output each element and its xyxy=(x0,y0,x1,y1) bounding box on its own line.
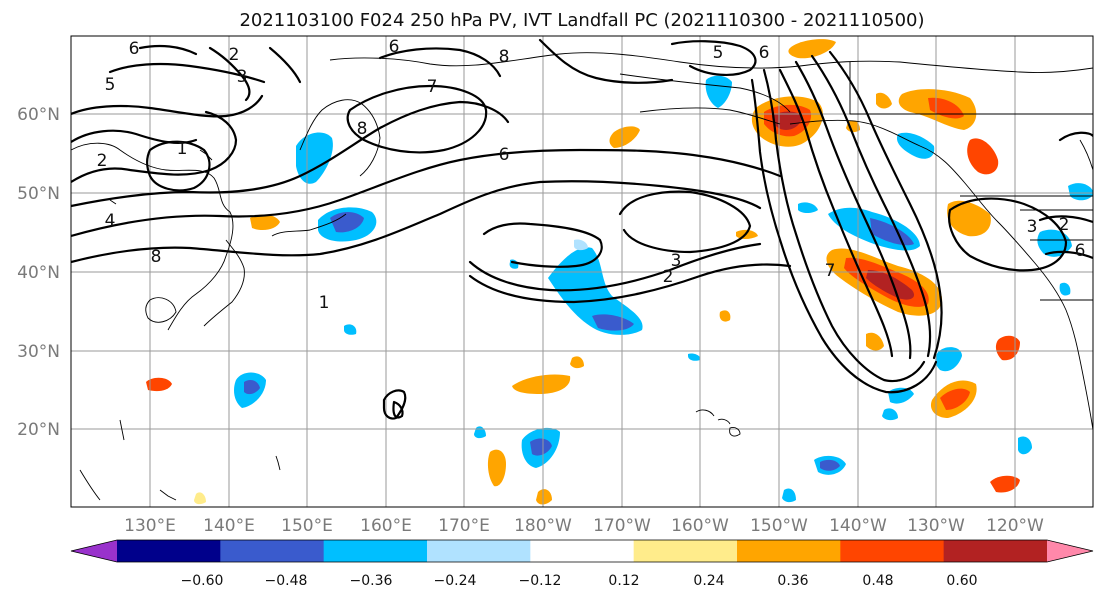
colorbar-tick-label: 0.60 xyxy=(946,573,977,589)
colorbar-extend-high xyxy=(1047,540,1093,562)
colorbar-outline xyxy=(70,539,1094,563)
colorbar-tick-label: 0.24 xyxy=(693,573,724,589)
colorbar-tick-label: 0.48 xyxy=(862,573,893,589)
lat-label: 40°N xyxy=(17,263,60,283)
contour-label: 2 xyxy=(97,151,108,171)
pv-contours xyxy=(71,38,1093,420)
contour-label: 2 xyxy=(229,45,240,65)
lat-label: 30°N xyxy=(17,342,60,362)
lon-label: 160°W xyxy=(671,516,729,536)
lat-label: 60°N xyxy=(17,105,60,125)
colorbar-tick-label: −0.24 xyxy=(434,573,477,589)
ivt-shading xyxy=(146,39,1093,505)
colorbar-tick-label: −0.36 xyxy=(350,573,393,589)
lon-label: 160°E xyxy=(360,516,412,536)
contour-label: 2 xyxy=(663,267,674,287)
contour-label: 8 xyxy=(357,119,368,139)
graticule xyxy=(71,36,1093,507)
contour-label: 7 xyxy=(825,261,836,281)
lon-label: 170°E xyxy=(438,516,490,536)
map-area: 6 2 3 5 7 8 6 5 6 8 1 2 4 8 6 1 3 2 7 3 … xyxy=(71,36,1093,507)
lon-label: 140°E xyxy=(203,516,255,536)
lon-label: 150°E xyxy=(281,516,333,536)
colorbar-boxes xyxy=(70,539,1094,563)
contour-label: 6 xyxy=(499,145,510,165)
lon-label: 150°W xyxy=(750,516,808,536)
contour-label: 7 xyxy=(427,77,438,97)
contour-label: 1 xyxy=(177,139,188,159)
colorbar-segment xyxy=(427,540,531,562)
contour-label: 2 xyxy=(1059,215,1070,235)
colorbar-tick-label: 0.12 xyxy=(608,573,639,589)
colorbar-extend-low xyxy=(71,540,117,562)
contour-label: 8 xyxy=(499,47,510,67)
contour-label: 3 xyxy=(671,251,682,271)
lon-label: 180°W xyxy=(514,516,572,536)
contour-label: 6 xyxy=(759,43,770,63)
colorbar-segment xyxy=(737,540,841,562)
contour-labels: 6 2 3 5 7 8 6 5 6 8 1 2 4 8 6 1 3 2 7 3 … xyxy=(97,37,1086,313)
colorbar: −0.60 −0.48 −0.36 −0.24 −0.12 0.12 0.24 … xyxy=(70,539,1094,589)
colorbar-tick-label: −0.12 xyxy=(519,573,562,589)
colorbar-segment xyxy=(530,540,635,562)
lon-label: 130°E xyxy=(124,516,176,536)
colorbar-segment xyxy=(633,540,738,562)
lon-label: 170°W xyxy=(593,516,651,536)
colorbar-tick-label: 0.36 xyxy=(777,573,808,589)
contour-label: 5 xyxy=(713,43,724,63)
colorbar-ticks: −0.60 −0.48 −0.36 −0.24 −0.12 0.12 0.24 … xyxy=(181,573,978,589)
contour-label: 5 xyxy=(105,75,116,95)
latitude-labels: 60°N 50°N 40°N 30°N 20°N xyxy=(17,105,60,440)
map-title: 2021103100 F024 250 hPa PV, IVT Landfall… xyxy=(239,10,924,31)
colorbar-tick-label: −0.48 xyxy=(265,573,308,589)
colorbar-segment xyxy=(323,540,428,562)
longitude-labels: 130°E 140°E 150°E 160°E 170°E 180°W 170°… xyxy=(124,516,1044,536)
colorbar-segment xyxy=(117,540,221,562)
colorbar-segment xyxy=(840,540,945,562)
colorbar-segment xyxy=(943,540,1048,562)
lon-label: 140°W xyxy=(829,516,887,536)
contour-label: 8 xyxy=(151,247,162,267)
contour-label: 6 xyxy=(389,37,400,57)
contour-label: 3 xyxy=(237,67,248,87)
contour-label: 4 xyxy=(105,211,116,231)
map-frame xyxy=(70,35,1094,508)
negative-anomaly-kamchatka xyxy=(296,132,333,184)
colorbar-segment xyxy=(220,540,325,562)
lon-label: 120°W xyxy=(986,516,1044,536)
lon-label: 130°W xyxy=(907,516,965,536)
contour-label: 3 xyxy=(1027,217,1038,237)
contour-label: 6 xyxy=(1075,241,1086,261)
contour-label: 6 xyxy=(129,39,140,59)
contour-label: 1 xyxy=(319,293,330,313)
lat-label: 20°N xyxy=(17,420,60,440)
colorbar-tick-label: −0.60 xyxy=(181,573,224,589)
lat-label: 50°N xyxy=(17,184,60,204)
